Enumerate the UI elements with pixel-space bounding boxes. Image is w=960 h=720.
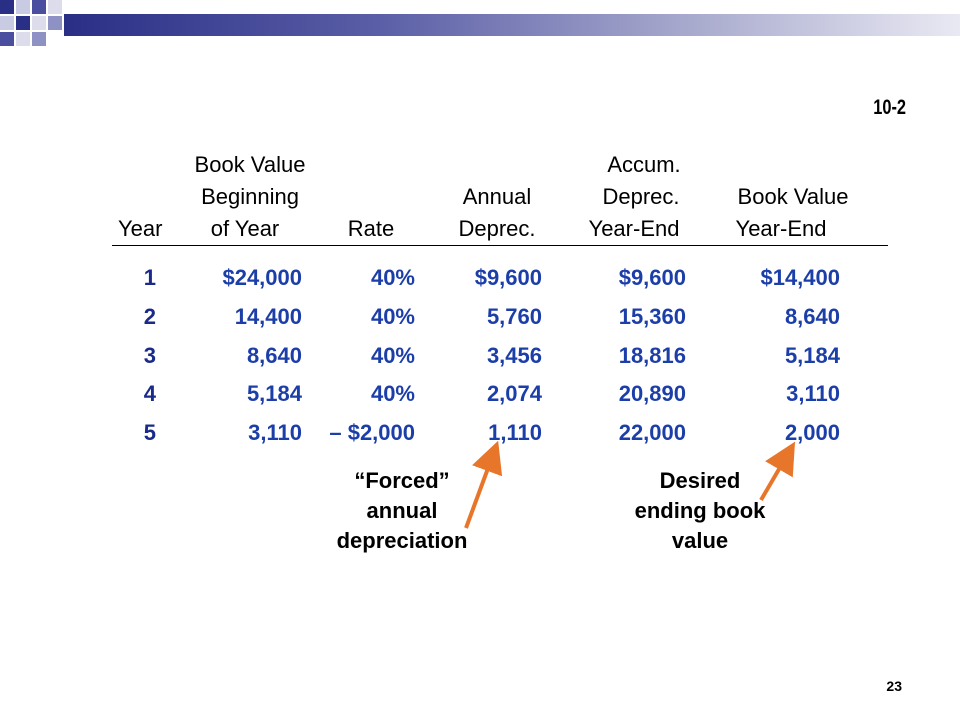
cell-annual-deprec: $9,600 [474, 265, 542, 290]
cell-year: 2 [143, 304, 156, 329]
arrow-to-forced-value [464, 440, 503, 529]
header-accum-deprec-line3: Year-End [588, 216, 680, 241]
note-line: value [671, 528, 729, 553]
banner-square [16, 0, 30, 14]
cell-annual-deprec: 5,760 [486, 304, 542, 329]
note-line: “Forced” [354, 468, 450, 493]
header-accum-deprec-line2: Deprec. [602, 184, 680, 209]
header-book-value-end-line2: Year-End [735, 216, 827, 241]
page-number: 23 [886, 678, 902, 694]
slide-code: 10-2 [873, 96, 906, 119]
note-desired-book-value: Desired ending book value [635, 466, 766, 556]
header-book-value-begin-line3: of Year [210, 216, 280, 241]
banner-square [16, 16, 30, 30]
cell-year: 1 [143, 265, 156, 290]
note-line: ending book [634, 498, 766, 523]
cell-bv-end: 8,640 [784, 304, 840, 329]
cell-bv-begin: 14,400 [234, 304, 302, 329]
cell-bv-begin: 3,110 [248, 420, 302, 445]
cell-year: 5 [143, 420, 156, 445]
title-banner [0, 0, 960, 50]
header-book-value-begin-line1: Book Value [194, 152, 306, 177]
cell-rate: 40% [370, 343, 415, 368]
cell-rate: 40% [370, 381, 415, 406]
header-annual-deprec-line1: Annual [462, 184, 532, 209]
header-accum-deprec-line1: Accum. [607, 152, 681, 177]
cell-accum-deprec: 15,360 [618, 304, 686, 329]
cell-rate: 40% [370, 265, 415, 290]
cell-rate: – $2,000 [329, 420, 415, 445]
banner-square [48, 16, 62, 30]
cell-accum-deprec: 18,816 [618, 343, 686, 368]
cell-bv-end: 2,000 [784, 420, 840, 445]
cell-annual-deprec: 2,074 [486, 381, 542, 406]
arrow-to-desired-value [759, 441, 796, 502]
cell-bv-begin: 5,184 [246, 381, 302, 406]
cell-year: 4 [143, 381, 156, 406]
banner-square [32, 0, 46, 14]
header-book-value-begin-line2: Beginning [201, 184, 299, 209]
banner-square [32, 16, 46, 30]
header-annual-deprec-line2: Deprec. [458, 216, 536, 241]
banner-square [0, 16, 14, 30]
banner-square [0, 32, 14, 46]
cell-accum-deprec: 20,890 [618, 381, 686, 406]
banner-square [48, 0, 62, 14]
cell-bv-end: 5,184 [784, 343, 840, 368]
note-line: annual [366, 498, 438, 523]
cell-accum-deprec: 22,000 [618, 420, 686, 445]
cell-bv-end: $14,400 [760, 265, 840, 290]
cell-accum-deprec: $9,600 [618, 265, 686, 290]
header-year: Year [118, 216, 163, 241]
cell-year: 3 [143, 343, 156, 368]
banner-square [32, 32, 46, 46]
cell-rate: 40% [370, 304, 415, 329]
banner-square [0, 0, 14, 14]
note-line: depreciation [336, 528, 468, 553]
header-book-value-end-line1: Book Value [737, 184, 849, 209]
cell-bv-begin: $24,000 [222, 265, 302, 290]
note-line: Desired [659, 468, 741, 493]
cell-bv-end: 3,110 [786, 381, 840, 406]
banner-gradient-bar [64, 14, 960, 36]
header-rate: Rate [347, 216, 395, 241]
banner-square [16, 32, 30, 46]
note-forced-depreciation: “Forced” annual depreciation [337, 466, 468, 556]
cell-bv-begin: 8,640 [246, 343, 302, 368]
cell-annual-deprec: 3,456 [486, 343, 542, 368]
header-underline [112, 245, 888, 246]
